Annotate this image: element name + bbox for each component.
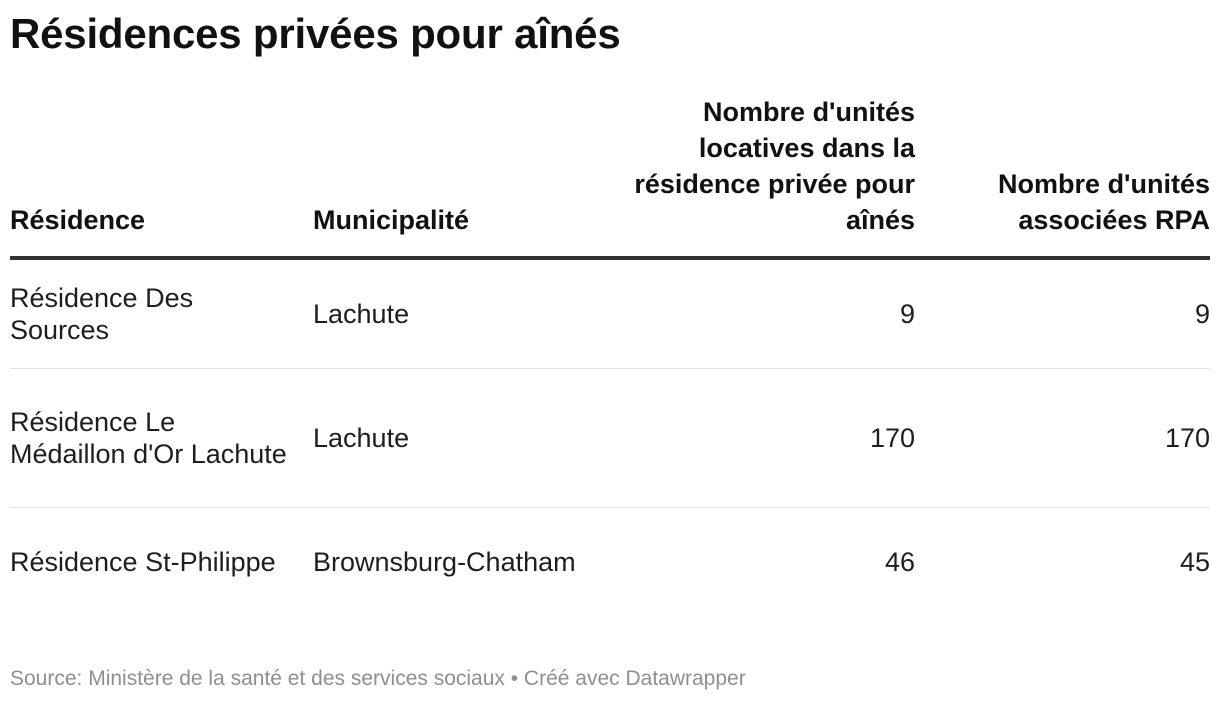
cell-residence: Résidence St-Philippe <box>10 547 276 577</box>
column-header-unites-locatives[interactable]: Nombre d'unités locatives dans la réside… <box>634 97 915 235</box>
table-row: Résidence St-Philippe Brownsburg-Chatham… <box>10 508 1210 616</box>
data-table: Résidence Municipalité Nombre d'unités l… <box>10 97 1210 616</box>
chart-title: Résidences privées pour aînés <box>10 10 621 57</box>
cell-unites-locatives: 170 <box>869 423 915 453</box>
cell-unites-locatives: 46 <box>884 547 915 577</box>
column-header-unites-rpa[interactable]: Nombre d'unités associées RPA <box>998 169 1210 235</box>
column-header-residence[interactable]: Résidence <box>10 205 146 235</box>
table-header-row: Résidence Municipalité Nombre d'unités l… <box>10 97 1210 260</box>
table-row: Résidence Des Sources Lachute 9 9 <box>10 260 1210 369</box>
cell-municipalite: Lachute <box>313 423 410 453</box>
cell-municipalite: Lachute <box>313 299 410 329</box>
cell-unites-rpa: 9 <box>1194 299 1210 329</box>
cell-unites-locatives: 9 <box>899 299 915 329</box>
cell-municipalite: Brownsburg-Chatham <box>313 547 576 577</box>
cell-residence: Résidence Des Sources <box>10 283 194 345</box>
source-note: Source: Ministère de la santé et des ser… <box>10 667 746 690</box>
cell-unites-rpa: 170 <box>1164 423 1210 453</box>
table-row: Résidence Le Médaillon d'Or Lachute Lach… <box>10 369 1210 508</box>
cell-residence: Résidence Le Médaillon d'Or Lachute <box>10 407 287 469</box>
column-header-municipalite[interactable]: Municipalité <box>313 205 470 235</box>
cell-unites-rpa: 45 <box>1179 547 1210 577</box>
